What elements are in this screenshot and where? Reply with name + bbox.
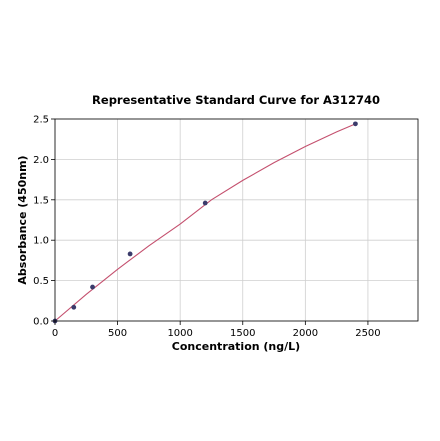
y-tick-label: 0.5 bbox=[33, 276, 49, 287]
x-tick-label: 500 bbox=[108, 328, 127, 339]
x-tick-label: 0 bbox=[52, 328, 58, 339]
x-axis-label: Concentration (ng/L) bbox=[172, 340, 300, 353]
data-points-layer bbox=[52, 121, 358, 324]
plot-frame bbox=[54, 118, 419, 322]
y-axis-ticks: 0.0 0.5 1.0 1.5 2.0 2.5 bbox=[33, 115, 55, 328]
y-tick-label: 1.5 bbox=[33, 195, 49, 206]
y-tick-label: 0.0 bbox=[33, 317, 49, 328]
data-point bbox=[71, 304, 77, 310]
x-axis-ticks: 0 500 1000 1500 2000 2500 bbox=[52, 321, 381, 339]
y-tick-label: 1.0 bbox=[33, 236, 49, 247]
chart-title: Representative Standard Curve for A31274… bbox=[92, 93, 380, 107]
grid-layer bbox=[54, 118, 418, 322]
y-tick-label: 2.0 bbox=[33, 155, 49, 166]
data-point bbox=[127, 251, 133, 257]
y-axis-label: Absorbance (450nm) bbox=[16, 155, 29, 284]
data-point bbox=[353, 121, 358, 127]
x-tick-label: 2500 bbox=[355, 328, 380, 339]
x-tick-label: 2000 bbox=[293, 328, 318, 339]
fit-curve-line bbox=[54, 123, 356, 322]
fit-curve-layer bbox=[54, 123, 356, 322]
x-tick-label: 1000 bbox=[167, 328, 192, 339]
x-tick-label: 1500 bbox=[230, 328, 255, 339]
data-point bbox=[202, 200, 208, 206]
y-tick-label: 2.5 bbox=[33, 115, 49, 126]
data-point bbox=[90, 284, 95, 290]
